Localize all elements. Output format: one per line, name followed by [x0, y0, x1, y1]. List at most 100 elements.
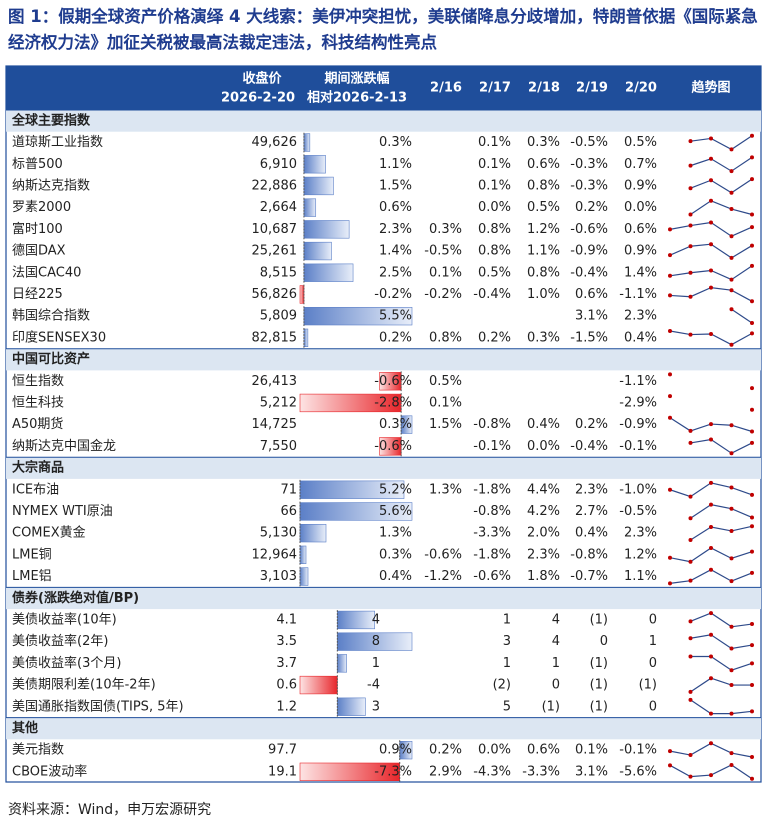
header-close-date: 2026-2-20 [221, 91, 295, 106]
day-value: 0.9% [624, 244, 657, 259]
day-value: -1.5% [570, 330, 608, 345]
day-value: -4.3% [473, 764, 511, 779]
trend-line [690, 200, 753, 216]
day-value: 4.4% [527, 482, 560, 497]
header-day: 2/18 [528, 81, 560, 96]
day-value: 0.3% [429, 222, 462, 237]
day-value: -0.5% [424, 244, 462, 259]
day-value: 0.1% [478, 178, 511, 193]
trend-line [669, 286, 753, 302]
trend-line [690, 525, 753, 541]
trend-point [709, 676, 713, 681]
day-value: 0.0% [527, 439, 560, 454]
change-value: 1.5% [379, 178, 412, 193]
day-value: -0.1% [619, 743, 657, 758]
day-value: (1) [590, 678, 608, 693]
day-value: 0.6% [575, 287, 608, 302]
trend-point [729, 711, 734, 716]
change-bar [303, 263, 354, 282]
day-value: -0.3% [570, 157, 608, 172]
day-value: -0.6% [570, 222, 608, 237]
day-value: 0 [649, 699, 657, 714]
trend-point [750, 440, 754, 445]
trend-point [688, 697, 693, 702]
day-value: -0.7% [570, 569, 608, 584]
row-name: 富时100 [12, 221, 63, 237]
close-value: 25,261 [252, 244, 298, 259]
row-name: ICE布油 [12, 482, 59, 497]
trend-point [709, 331, 713, 336]
change-value: 1.3% [379, 526, 412, 541]
change-value: 1 [372, 656, 380, 671]
change-value: 1.4% [379, 244, 412, 259]
trend-point [709, 502, 713, 507]
day-value: 0.8% [478, 222, 511, 237]
row-name: 日经225 [12, 287, 63, 302]
row-name: NYMEX WTI原油 [12, 504, 113, 519]
trend-point [709, 268, 713, 273]
day-value: 0.1% [429, 395, 462, 410]
trend-point [750, 407, 754, 412]
trend-line [690, 699, 753, 715]
day-value: 0.8% [527, 265, 560, 280]
day-value: 1 [503, 656, 511, 671]
trend-point [729, 190, 734, 195]
trend-line [690, 503, 753, 519]
day-value: -0.1% [473, 439, 511, 454]
change-value: 0.3% [379, 417, 412, 432]
close-value: 19.1 [268, 764, 297, 779]
row-name: 美债收益率(3个月) [12, 655, 121, 671]
trend-point [709, 437, 713, 442]
trend-point [709, 546, 713, 550]
close-value: 2,664 [260, 200, 297, 215]
trend-point [668, 555, 672, 560]
day-value: 4 [552, 612, 560, 627]
trend-point [688, 494, 693, 499]
trend-point [688, 538, 693, 542]
trend-line [690, 634, 753, 650]
trend-point [709, 220, 713, 225]
close-value: 26,413 [252, 374, 298, 389]
trend-line [669, 221, 753, 237]
change-value: 5.2% [379, 482, 412, 497]
day-value: -5.6% [619, 764, 657, 779]
day-value: (2) [493, 678, 511, 693]
trend-point [688, 689, 693, 694]
row-name: 恒生指数 [12, 374, 64, 389]
day-value: 1.1% [624, 569, 657, 584]
trend-point [668, 487, 672, 492]
trend-point [729, 668, 734, 673]
trend-point [729, 579, 734, 584]
day-value: 1 [552, 656, 560, 671]
change-bar [337, 610, 375, 630]
section-title: 大宗商品 [12, 460, 64, 476]
row-name: LME铜 [12, 547, 52, 562]
trend-point [688, 270, 693, 275]
trend-point [750, 515, 754, 520]
trend-point [688, 636, 693, 641]
day-value: 0.1% [478, 157, 511, 172]
trend-point [729, 342, 734, 347]
trend-point [729, 763, 734, 767]
change-value: 0.9% [379, 743, 412, 758]
day-value: (1) [542, 699, 560, 714]
header-day: 2/19 [576, 81, 608, 96]
day-value: 1 [503, 612, 511, 627]
change-value: 0.2% [379, 330, 412, 345]
day-value: 2.3% [527, 547, 560, 562]
trend-point [668, 372, 672, 377]
close-value: 97.7 [268, 743, 297, 758]
trend-point [688, 428, 693, 433]
trend-point [729, 207, 734, 212]
change-value: 8 [372, 634, 380, 649]
day-value: 1.2% [527, 222, 560, 237]
close-value: 3,103 [260, 569, 297, 584]
close-value: 5,212 [260, 395, 297, 410]
trend-point [688, 212, 693, 217]
day-value: 3.1% [575, 764, 608, 779]
change-value: 0.3% [379, 135, 412, 150]
day-value: -0.2% [424, 287, 462, 302]
trend-point [750, 661, 754, 666]
row-name: 韩国综合指数 [12, 309, 90, 324]
trend-point [709, 632, 713, 637]
